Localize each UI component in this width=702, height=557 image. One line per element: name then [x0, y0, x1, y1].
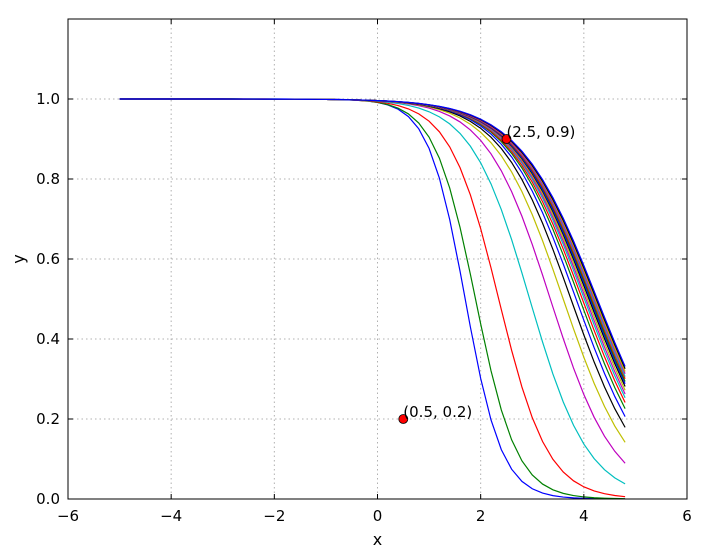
x-tick-label: −4	[160, 507, 182, 525]
series-group	[119, 98, 626, 500]
x-tick-label: 0	[373, 507, 383, 525]
y-tick-label: 0.2	[36, 410, 60, 428]
y-tick-label: 0.8	[36, 170, 60, 188]
annotation-label: (0.5, 0.2)	[403, 403, 472, 421]
y-tick-label: 0.6	[36, 250, 60, 268]
y-tick-label: 0.0	[36, 490, 60, 508]
x-tick-label: −2	[263, 507, 285, 525]
ticks: −6 −4 −2 0 2 4 6 0.0 0.2 0.4 0.6 0.8 1.0	[36, 19, 692, 525]
y-axis-label: y	[9, 254, 28, 263]
x-tick-label: −6	[57, 507, 79, 525]
x-tick-label: 6	[682, 507, 692, 525]
y-tick-label: 0.4	[36, 330, 60, 348]
x-tick-label: 2	[476, 507, 486, 525]
y-tick-label: 1.0	[36, 90, 60, 108]
x-tick-label: 4	[579, 507, 589, 525]
annotation-label: (2.5, 0.9)	[506, 123, 575, 141]
annotation-marker	[398, 414, 409, 424]
annotations: (2.5, 0.9) (0.5, 0.2)	[398, 123, 575, 424]
annotation-marker	[501, 134, 512, 144]
x-axis-label: x	[373, 530, 382, 549]
series-line-22	[119, 98, 626, 367]
